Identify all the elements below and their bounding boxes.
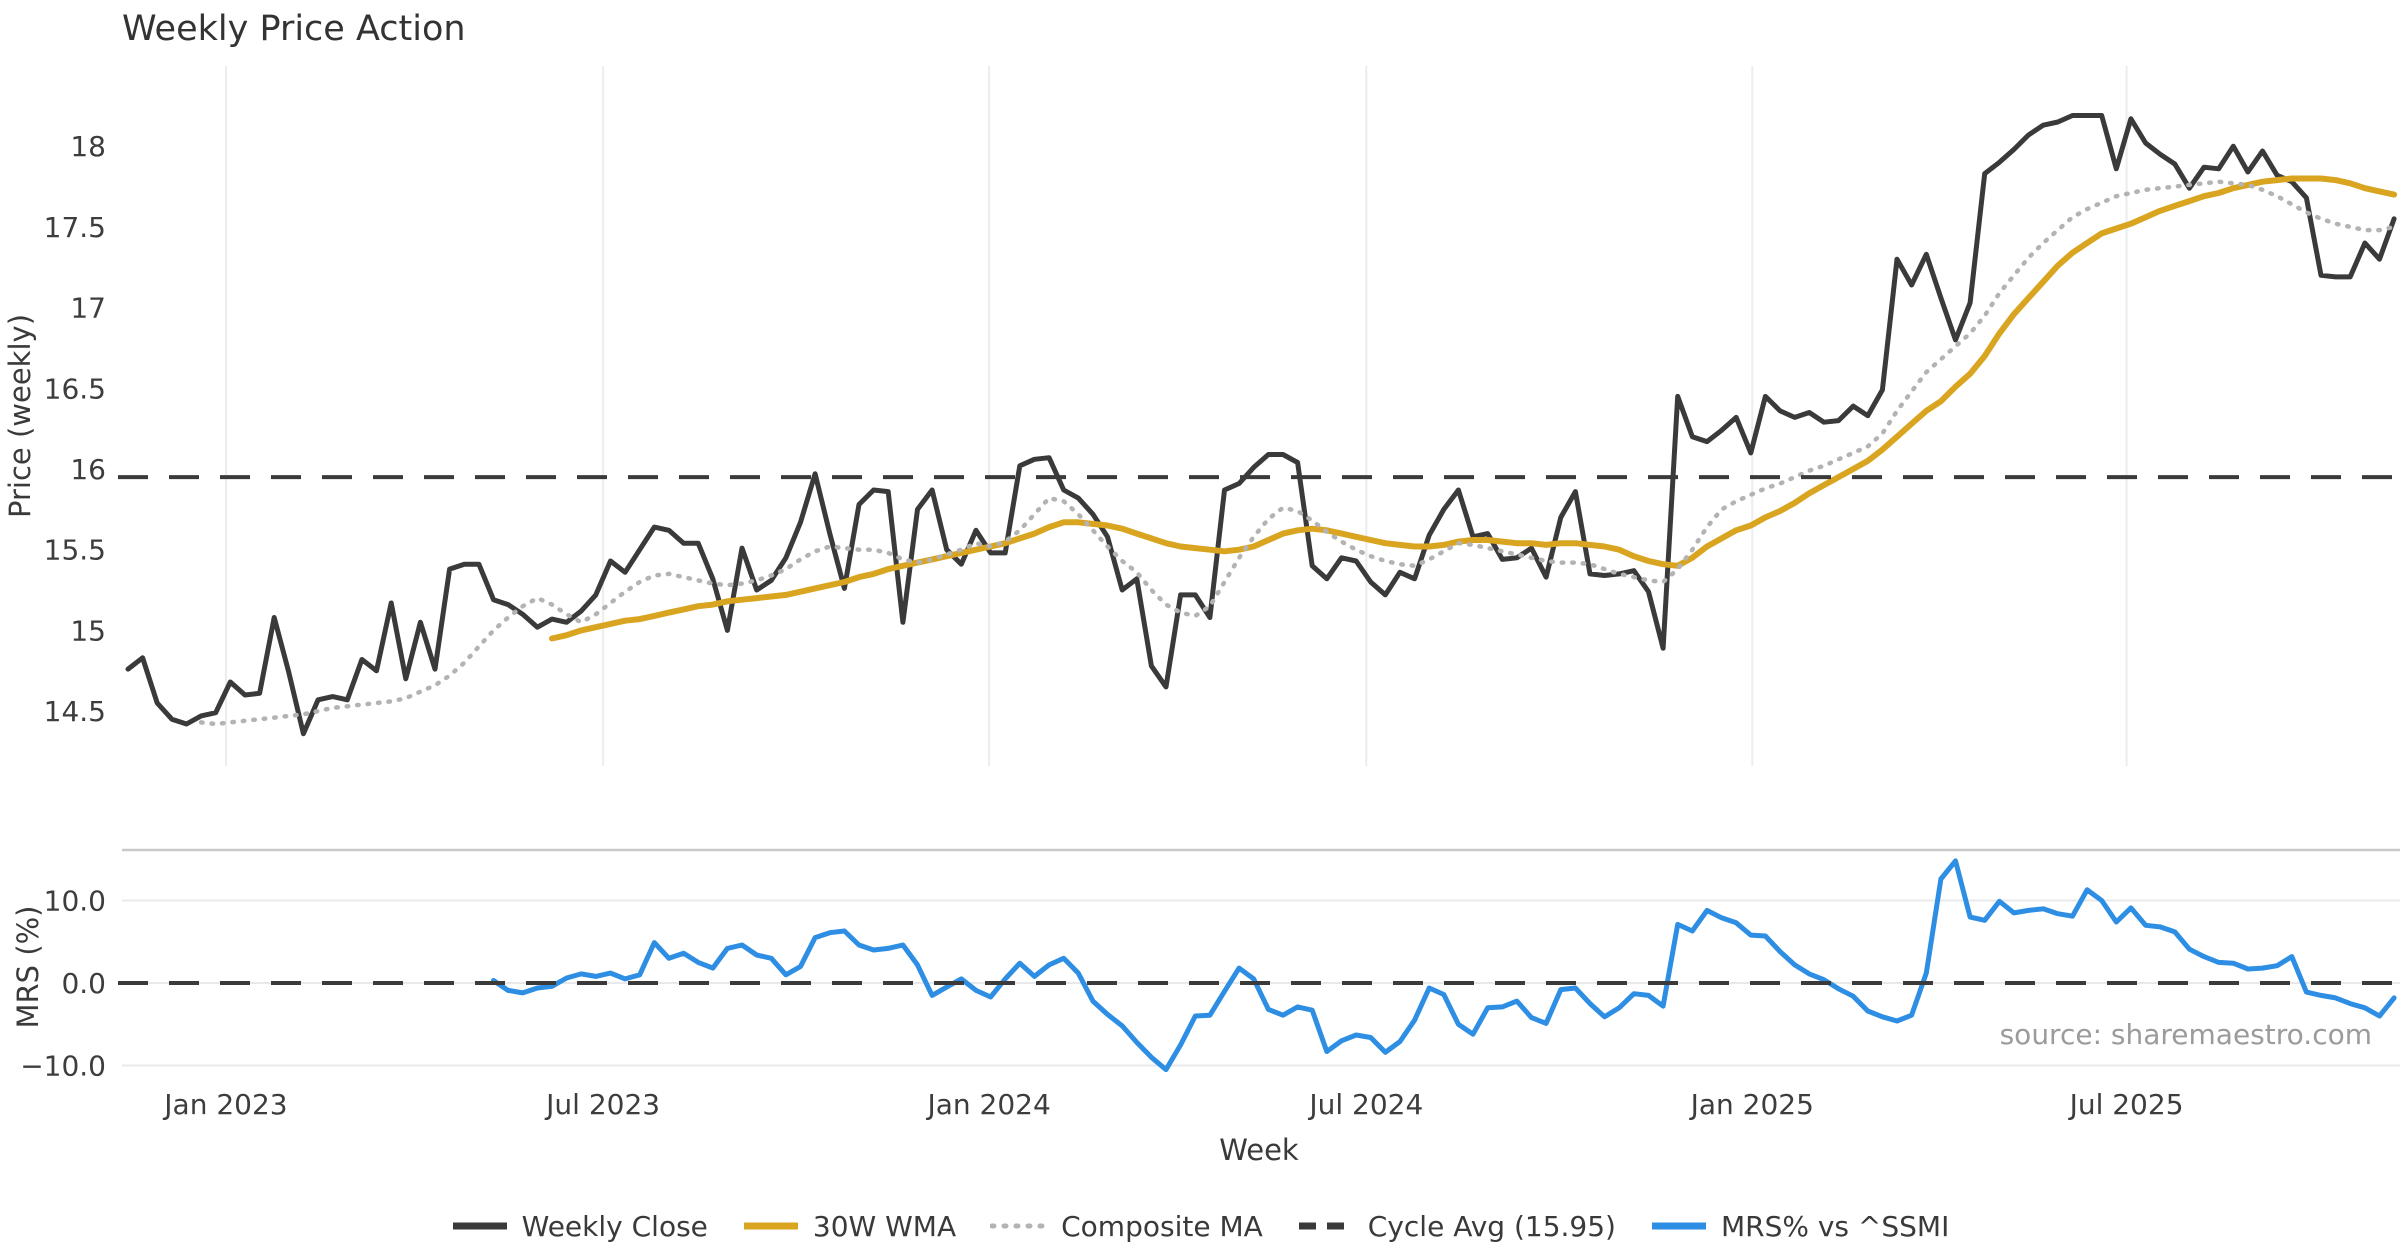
mrs-y-tick-label: −10.0 — [20, 1050, 106, 1083]
mrs-y-tick-label: 0.0 — [61, 967, 106, 1000]
x-axis-label: Week — [1219, 1133, 1299, 1167]
mrs-y-tick-label: 10.0 — [44, 885, 106, 918]
legend-item-composite-ma: Composite MA — [990, 1210, 1263, 1243]
price-y-tick-label: 17 — [70, 292, 106, 325]
legend-swatch-composite-ma — [990, 1223, 1049, 1229]
legend-item-mrs-vs-ssmi: MRS% vs ^SSMI — [1650, 1210, 1949, 1243]
price-y-tick-label: 17.5 — [44, 211, 106, 244]
price-y-tick-label: 14.5 — [44, 695, 106, 728]
price-y-tick-label: 18 — [70, 130, 106, 163]
price-y-tick-label: 15 — [70, 614, 106, 647]
source-credit: source: sharemaestro.com — [2000, 1018, 2372, 1051]
legend-swatch-cycle-avg-15-95 — [1298, 1222, 1353, 1230]
legend-swatch-30w-wma — [743, 1222, 798, 1230]
x-tick-label: Jul 2023 — [544, 1088, 660, 1121]
line-layer — [118, 113, 2400, 1073]
legend-item-cycle-avg-15-95: Cycle Avg (15.95) — [1297, 1210, 1616, 1243]
mrs-vs-ssmi-line — [491, 858, 2397, 1073]
legend-label-composite-ma: Composite MA — [1061, 1209, 1263, 1243]
legend-label-mrs-vs-ssmi: MRS% vs ^SSMI — [1720, 1209, 1950, 1243]
weekly-close-line — [125, 113, 2397, 737]
price-y-tick-label: 16 — [70, 453, 106, 486]
x-tick-label: Jan 2025 — [1689, 1088, 1814, 1121]
x-tick-label: Jan 2024 — [925, 1088, 1050, 1121]
price-y-tick-label: 15.5 — [44, 534, 106, 567]
price-y-tick-label: 16.5 — [44, 372, 106, 405]
tick-layer: 18 17.5 17 16.5 16 15.5 15 14.5 10.0 0.0 −10.0 Jan … — [20, 130, 2183, 1121]
composite-ma-line — [198, 179, 2397, 727]
x-tick-label: Jan 2023 — [162, 1088, 287, 1121]
price-axis-label: Price (weekly) — [3, 314, 37, 518]
30w-wma-line — [549, 175, 2398, 642]
x-tick-label: Jul 2025 — [2068, 1088, 2184, 1121]
legend-item-weekly-close: Weekly Close — [451, 1210, 708, 1243]
legend-swatch-weekly-close — [452, 1222, 507, 1230]
mrs-axis-label: MRS (%) — [11, 906, 45, 1029]
x-tick-label: Jul 2024 — [1307, 1088, 1423, 1121]
chart-title: Weekly Price Action — [122, 9, 466, 49]
legend-label-weekly-close: Weekly Close — [521, 1209, 708, 1243]
legend: Weekly Close 30W WMA Composite MA Cycle Avg… — [0, 1198, 2400, 1254]
legend-item-30w-wma: 30W WMA — [742, 1210, 956, 1243]
legend-swatch-mrs-vs-ssmi — [1651, 1222, 1706, 1230]
legend-label-30w-wma: 30W WMA — [812, 1209, 957, 1243]
legend-label-cycle-avg-15-95: Cycle Avg (15.95) — [1367, 1209, 1616, 1243]
